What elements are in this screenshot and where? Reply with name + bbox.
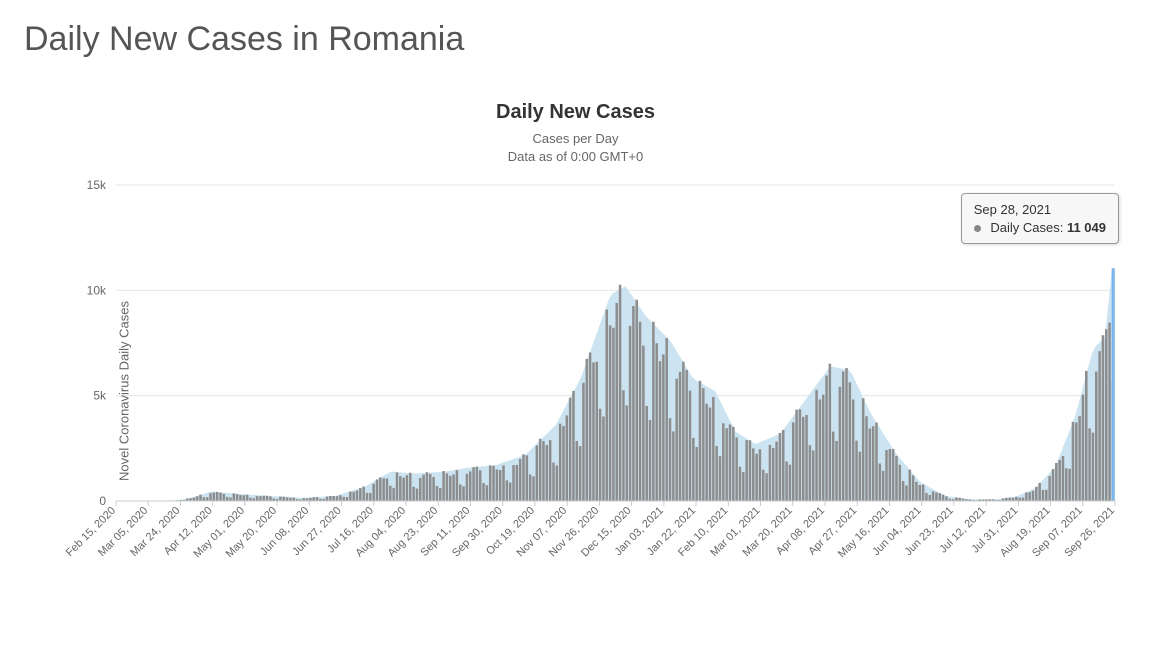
chart-area[interactable]: Novel Coronavirus Daily Cases 05k10k15kF…	[24, 171, 1127, 611]
page-title: Daily New Cases in Romania	[24, 20, 1127, 59]
tooltip-date: Sep 28, 2021	[974, 202, 1106, 217]
tooltip-bullet-icon	[974, 225, 981, 232]
chart-subtitle: Cases per Day Data as of 0:00 GMT+0	[24, 130, 1127, 165]
tooltip: Sep 28, 2021 Daily Cases: 11 049	[961, 193, 1119, 244]
svg-text:15k: 15k	[87, 178, 107, 192]
chart-title: Daily New Cases	[24, 101, 1127, 124]
svg-text:0: 0	[99, 494, 106, 508]
y-axis-label: Novel Coronavirus Daily Cases	[116, 301, 131, 481]
svg-text:5k: 5k	[93, 389, 107, 403]
svg-text:10k: 10k	[87, 283, 107, 297]
tooltip-value-row: Daily Cases: 11 049	[974, 220, 1106, 235]
